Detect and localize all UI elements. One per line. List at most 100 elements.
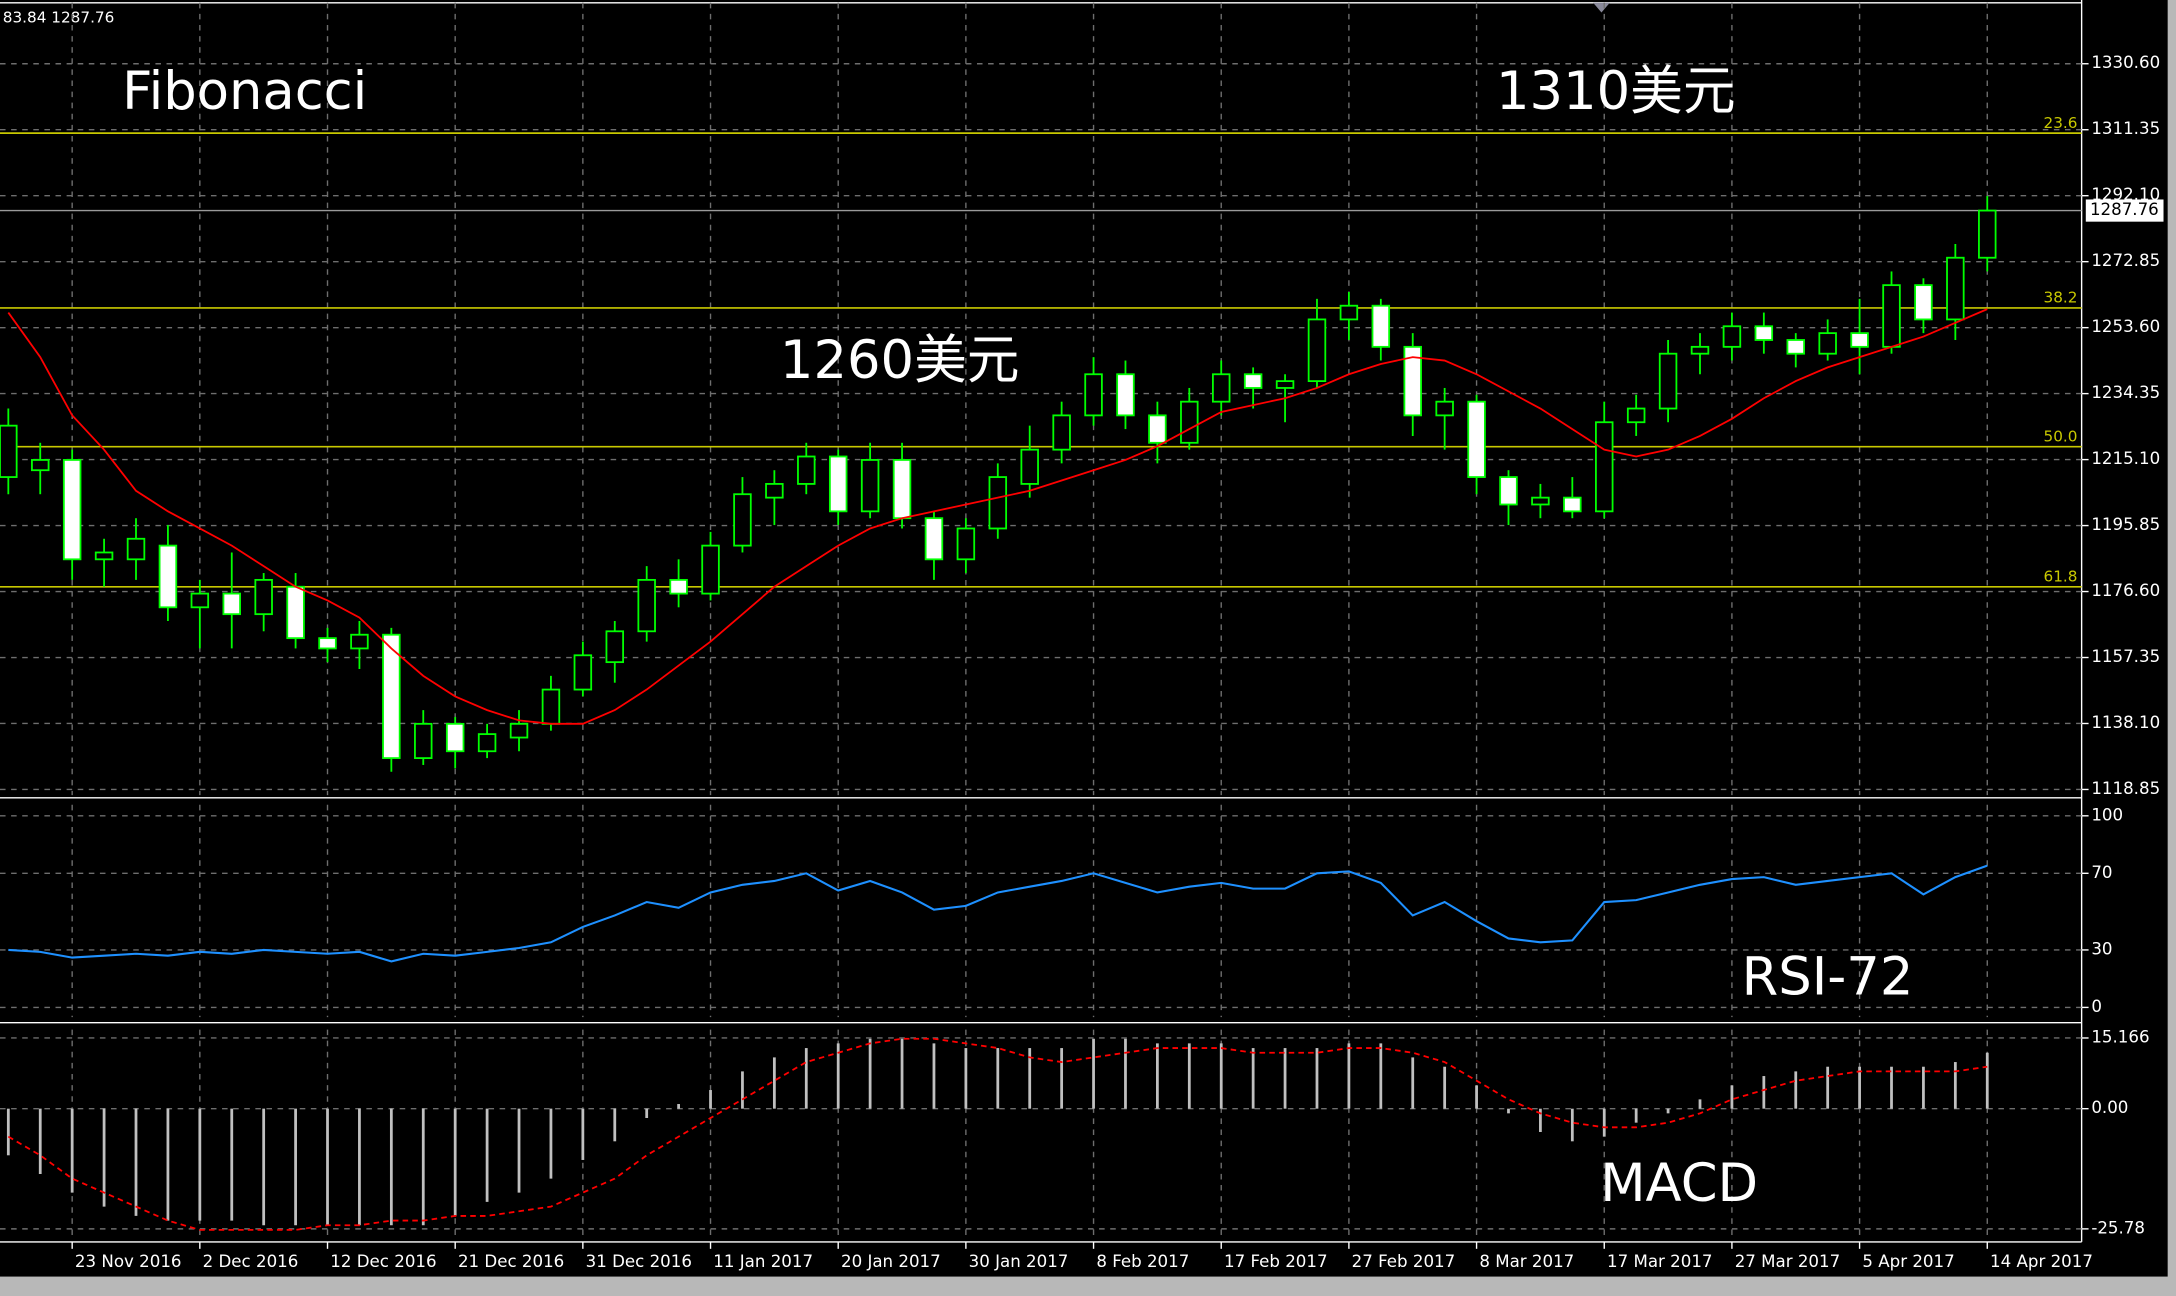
y-tick-label: 0.00 xyxy=(2091,1098,2128,1117)
candle-body xyxy=(477,733,497,753)
candle-body xyxy=(286,585,305,640)
candle-body xyxy=(0,424,18,478)
candle-body xyxy=(1499,476,1518,506)
candle-body xyxy=(509,722,529,739)
candle-body xyxy=(828,455,848,513)
candle-body xyxy=(1722,325,1742,348)
candle-body xyxy=(924,517,944,561)
candle-body xyxy=(31,459,50,472)
candle-body xyxy=(1914,284,1933,321)
candle-body xyxy=(94,551,114,561)
candle-body xyxy=(1371,304,1391,348)
candle-body xyxy=(1243,373,1263,389)
last-price-box xyxy=(2085,199,2164,222)
candle-body xyxy=(1339,304,1359,321)
annotation: 1310美元 xyxy=(1496,61,1736,122)
y-tick-label: 1118.85 xyxy=(2091,779,2160,798)
last-price-label: 1287.76 xyxy=(2090,200,2159,219)
candle-body xyxy=(733,493,752,547)
candle-body xyxy=(797,455,816,485)
price-info: 83.84 1287.76 xyxy=(3,9,115,27)
candle-body xyxy=(350,633,369,650)
candle-body xyxy=(414,722,433,760)
annotation: MACD xyxy=(1600,1153,1758,1214)
x-tick-label: 31 Dec 2016 xyxy=(586,1252,692,1271)
candle-body xyxy=(1531,496,1550,506)
x-tick-label: 5 Apr 2017 xyxy=(1862,1252,1954,1271)
candle-body xyxy=(1786,339,1805,355)
candle-body xyxy=(1435,400,1454,417)
candle-body xyxy=(62,459,82,561)
y-tick-label: 1195.85 xyxy=(2091,515,2160,534)
y-tick-label: 1176.60 xyxy=(2091,581,2160,600)
fib-label: 23.6 xyxy=(2043,114,2077,132)
candle-body xyxy=(1978,209,1997,259)
candle-body xyxy=(1850,332,1869,348)
y-tick-label: 0 xyxy=(2091,997,2102,1016)
candle-body xyxy=(1467,400,1486,478)
fib-label: 61.8 xyxy=(2043,568,2077,586)
y-tick-label: 1330.60 xyxy=(2091,53,2160,72)
candle-body xyxy=(158,544,178,609)
candle-body xyxy=(1052,414,1071,451)
y-tick-label: 1157.35 xyxy=(2091,647,2160,666)
annotation: 1260美元 xyxy=(780,330,1020,391)
y-tick-label: 1215.10 xyxy=(2091,449,2160,468)
candle-body xyxy=(1946,256,1965,321)
x-tick-label: 14 Apr 2017 xyxy=(1990,1252,2093,1271)
candle-body xyxy=(1307,318,1327,383)
candle-body xyxy=(190,592,210,609)
candle-body xyxy=(1882,284,1901,348)
candle-body xyxy=(541,688,561,725)
x-tick-label: 8 Feb 2017 xyxy=(1096,1252,1189,1271)
candle-body xyxy=(1658,352,1678,410)
candle-body xyxy=(254,578,273,616)
fib-label: 50.0 xyxy=(2043,427,2077,445)
candle-body xyxy=(1148,414,1167,444)
candle-body xyxy=(860,459,880,513)
candle-body xyxy=(1180,400,1199,444)
y-tick-label: 1234.35 xyxy=(2091,383,2160,402)
y-tick-label: 1311.35 xyxy=(2091,119,2160,138)
candle-body xyxy=(126,537,146,561)
candle-body xyxy=(605,630,625,664)
x-tick-label: 11 Jan 2017 xyxy=(713,1252,813,1271)
candle-body xyxy=(701,544,720,595)
candle-body xyxy=(1595,421,1614,513)
candle-body xyxy=(445,722,465,753)
x-tick-label: 27 Feb 2017 xyxy=(1352,1252,1456,1271)
x-tick-label: 27 Mar 2017 xyxy=(1735,1252,1841,1271)
x-tick-label: 21 Dec 2016 xyxy=(458,1252,564,1271)
y-tick-label: 1292.10 xyxy=(2091,185,2160,204)
candle-body xyxy=(1116,373,1135,417)
candle-body xyxy=(1754,325,1774,341)
y-tick-label: -25.78 xyxy=(2091,1218,2145,1237)
rsi-line xyxy=(8,864,1988,963)
x-tick-label: 17 Feb 2017 xyxy=(1224,1252,1328,1271)
y-tick-label: 1138.10 xyxy=(2091,713,2160,732)
candle-body xyxy=(669,578,688,595)
y-tick-label: 1272.85 xyxy=(2091,251,2160,270)
candle-body xyxy=(765,483,784,499)
scroll-marker xyxy=(1593,2,1610,13)
candle-body xyxy=(956,527,976,561)
candle-body xyxy=(1211,373,1231,403)
candle-body xyxy=(1626,407,1646,424)
y-tick-label: 30 xyxy=(2091,939,2112,958)
y-tick-label: 100 xyxy=(2091,805,2123,824)
y-tick-label: 1253.60 xyxy=(2091,317,2160,336)
annotation: RSI-72 xyxy=(1742,946,1914,1007)
x-tick-label: 30 Jan 2017 xyxy=(969,1252,1069,1271)
candle-body xyxy=(1690,345,1710,355)
window-frame xyxy=(0,1276,2176,1296)
y-tick-label: 70 xyxy=(2091,863,2112,882)
x-tick-label: 2 Dec 2016 xyxy=(203,1252,299,1271)
candle-body xyxy=(382,633,401,760)
x-tick-label: 12 Dec 2016 xyxy=(330,1252,436,1271)
y-tick-label: 15.166 xyxy=(2091,1027,2149,1046)
candle-body xyxy=(1275,380,1295,389)
x-tick-label: 20 Jan 2017 xyxy=(841,1252,941,1271)
candle-body xyxy=(573,654,593,691)
